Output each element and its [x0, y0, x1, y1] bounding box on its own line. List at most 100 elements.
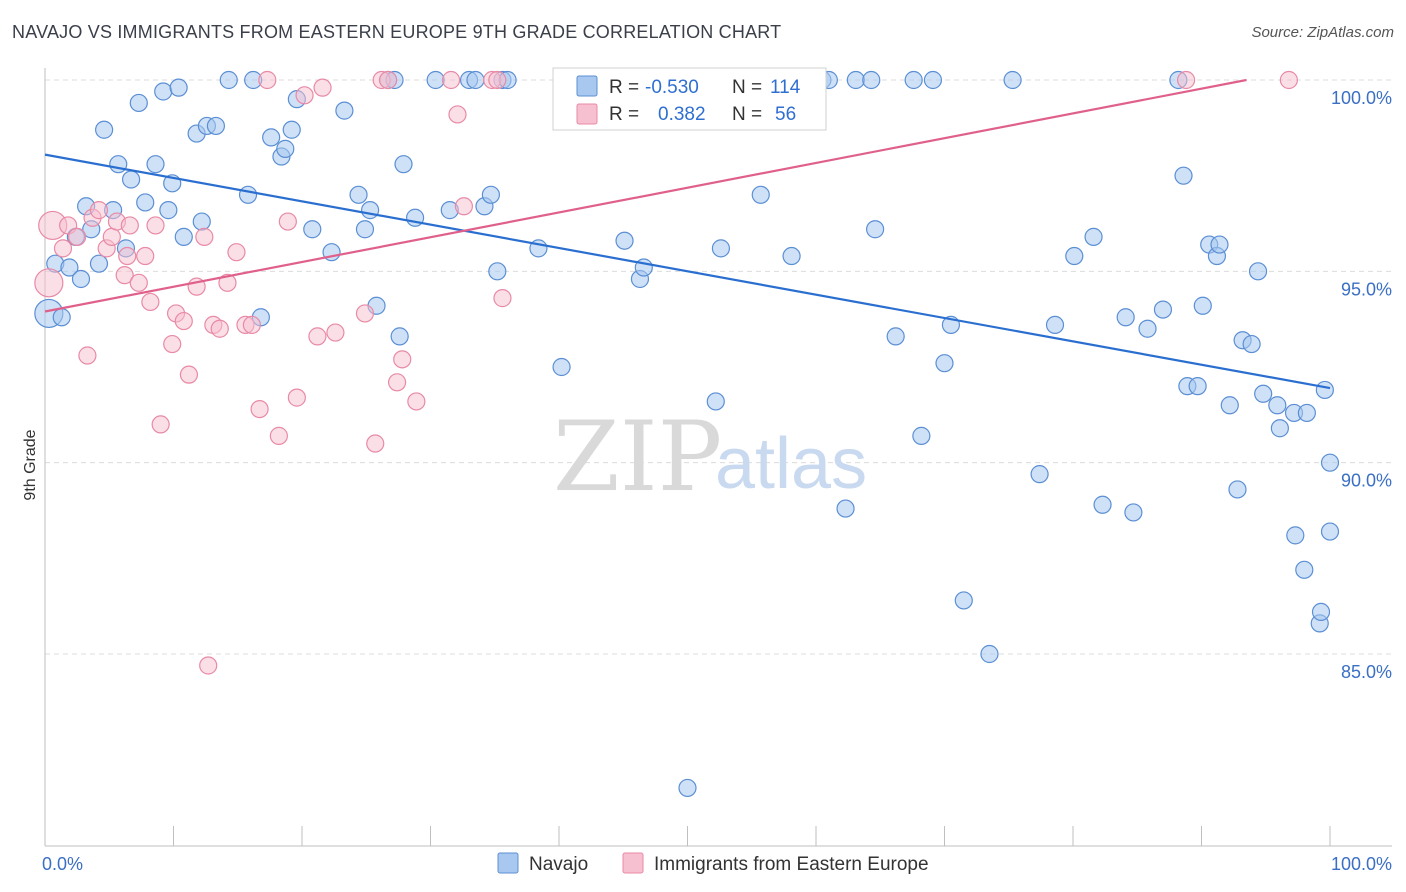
stats-navajo-r-value: -0.530 [645, 77, 699, 98]
stats-box-frame [552, 67, 827, 131]
stats-navajo-r-label: R = [609, 77, 639, 98]
navajo-point [1065, 246, 1084, 266]
immigrants-point [313, 78, 332, 97]
navajo-point [1311, 602, 1331, 622]
tick-labels: 85.0% 90.0% 95.0% 100.0% 0.0% 100.0% [42, 88, 1392, 874]
immigrants-point [136, 246, 155, 266]
stats-box: R = -0.530 N = 114 R = 0.382 N = 56 [552, 67, 827, 131]
navajo-point [711, 239, 731, 258]
navajo-point [1320, 453, 1340, 472]
navajo-point [335, 101, 354, 120]
navajo-point [1210, 235, 1229, 254]
navajo-point [1270, 419, 1289, 438]
immigrants-point [68, 227, 87, 246]
source-label: Source: ZipAtlas.com [1251, 24, 1394, 41]
navajo-point [174, 227, 193, 246]
navajo-point [426, 70, 445, 90]
immigrants-point [387, 373, 407, 392]
stats-imm-swatch [576, 103, 598, 125]
navajo-point [390, 327, 409, 346]
navajo-point [1174, 166, 1193, 185]
navajo-point [1084, 227, 1103, 246]
immigrants-point [179, 365, 199, 384]
chart-title: NAVAJO VS IMMIGRANTS FROM EASTERN EUROPE… [12, 22, 782, 42]
navajo-point [1242, 334, 1261, 354]
stats-navajo-n-value: 114 [770, 77, 801, 98]
immigrants-point [366, 434, 385, 453]
navajo-point [169, 78, 188, 97]
navajo-point [1045, 315, 1065, 335]
navajo-point [1138, 319, 1157, 338]
navajo-point [836, 499, 855, 518]
navajo-point [935, 354, 954, 373]
navajo-point [192, 212, 211, 231]
navajo-trend-line [44, 153, 1331, 390]
immigrants-point [258, 70, 277, 90]
navajo-point [862, 70, 881, 90]
immigrants-point [355, 304, 375, 323]
navajo-point [71, 269, 91, 289]
navajo-point [782, 246, 801, 266]
axis-layer [44, 68, 1392, 847]
navajo-point [1320, 522, 1340, 541]
navajo-point [866, 220, 885, 239]
immigrants-point [146, 216, 165, 235]
immigrants-point [218, 273, 237, 292]
immigrants-point [78, 346, 97, 365]
navajo-point [276, 139, 295, 158]
navajo-point [751, 185, 770, 204]
watermark: ZIP atlas [553, 401, 867, 513]
immigrants-point [118, 246, 137, 266]
immigrants-point [53, 239, 73, 258]
navajo-point [1254, 384, 1273, 403]
navajo-point [1295, 560, 1314, 579]
navajo-point [394, 155, 413, 174]
immigrants-point [210, 319, 229, 338]
x-tick-label: 100.0% [1331, 854, 1392, 874]
navajo-point [1193, 296, 1212, 315]
navajo-point [466, 70, 485, 90]
immigrants-points [34, 70, 1298, 675]
y-tick-label: 90.0% [1341, 471, 1392, 491]
navajo-point [1315, 380, 1334, 400]
navajo-point [1286, 526, 1305, 545]
stats-navajo-n-label: N = [732, 77, 762, 98]
legend: Navajo Immigrants from Eastern Europe [497, 852, 929, 875]
watermark-atlas: atlas [715, 424, 867, 504]
immigrants-point [242, 315, 261, 335]
immigrants-point [493, 289, 512, 308]
navajo-point [154, 82, 173, 101]
stats-imm-r-label: R = [609, 104, 639, 125]
navajo-point [488, 262, 507, 281]
stats-imm-r-value: 0.382 [658, 104, 706, 125]
navajo-point [1220, 396, 1239, 415]
y-tick-label: 85.0% [1341, 662, 1392, 682]
navajo-point [1093, 495, 1112, 514]
stats-imm-n-label: N = [732, 104, 762, 125]
navajo-point [349, 185, 368, 204]
navajo-point [1153, 300, 1173, 319]
navajo-point [954, 591, 973, 610]
navajo-point [678, 778, 697, 798]
navajo-point [361, 201, 380, 220]
navajo-point [846, 70, 865, 90]
immigrants-point [454, 197, 474, 216]
navajo-point [262, 128, 281, 147]
navajo-point [1030, 465, 1049, 484]
immigrants-point [295, 86, 314, 105]
immigrants-point [326, 323, 345, 342]
navajo-point [146, 155, 165, 174]
immigrants-point [441, 70, 461, 90]
navajo-point [89, 254, 109, 273]
stats-navajo-swatch [576, 75, 598, 97]
immigrants-point [163, 334, 182, 354]
x-tick-label: 0.0% [42, 854, 83, 874]
navajo-point [282, 120, 301, 139]
legend-imm-swatch [622, 852, 644, 874]
watermark-zip: ZIP [553, 401, 722, 513]
navajo-point [980, 644, 999, 664]
navajo-point [1268, 396, 1287, 415]
immigrants-point [102, 227, 121, 246]
navajo-point [923, 70, 943, 90]
